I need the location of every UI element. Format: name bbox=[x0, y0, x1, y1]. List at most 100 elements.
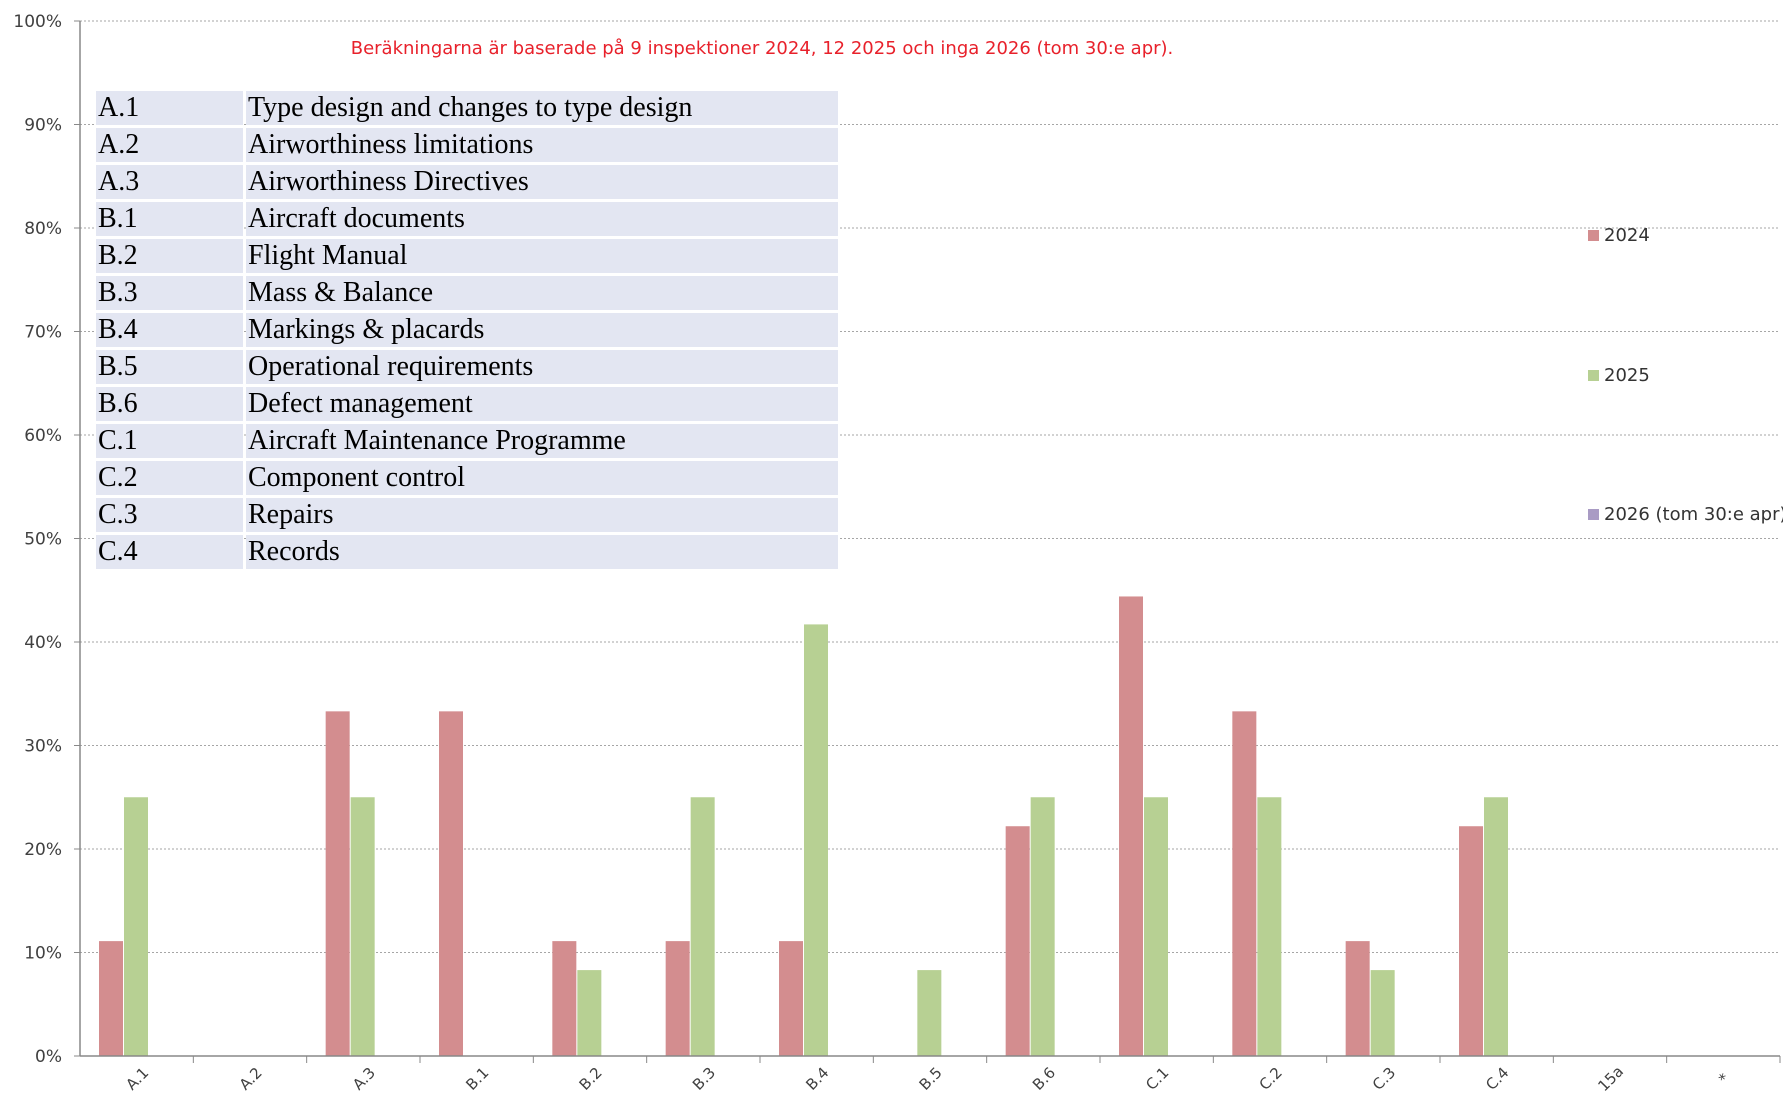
code-cell: B.1 bbox=[96, 202, 243, 236]
code-table-row: B.3 Mass & Balance bbox=[96, 276, 838, 310]
legend-label: 2024 bbox=[1604, 225, 1650, 246]
code-cell: B.2 bbox=[96, 239, 243, 273]
code-table-row: B.5 Operational requirements bbox=[96, 350, 838, 384]
bar-2024-B.4 bbox=[779, 941, 803, 1056]
bar-2025-B.3 bbox=[690, 797, 715, 1056]
code-cell: C.2 bbox=[96, 461, 243, 495]
code-cell: A.3 bbox=[96, 165, 243, 199]
x-tick-labels: A.1 A.2 A.3 B.1 B.2 B.3 B.4 B.5 B.6 C.1 C.2 C.3 C.4 1… bbox=[122, 1056, 1781, 1095]
y-tick-label: 70% bbox=[24, 323, 62, 343]
x-tick-label: A.1 bbox=[122, 1064, 152, 1094]
x-tick-label: B.4 bbox=[802, 1064, 832, 1094]
x-tick-label: A.2 bbox=[236, 1064, 266, 1094]
x-tick-label: B.5 bbox=[916, 1064, 946, 1094]
code-cell: B.5 bbox=[96, 350, 243, 384]
description-cell: Defect management bbox=[246, 387, 838, 421]
code-table-row: C.1 Aircraft Maintenance Programme bbox=[96, 424, 838, 458]
code-cell: A.2 bbox=[96, 128, 243, 162]
description-cell: Aircraft documents bbox=[246, 202, 838, 236]
description-cell: Airworthiness Directives bbox=[246, 165, 838, 199]
code-cell: A.1 bbox=[96, 91, 243, 125]
y-tick-label: 80% bbox=[24, 219, 62, 239]
description-cell: Type design and changes to type design bbox=[246, 91, 838, 125]
bar-2024-B.6 bbox=[1005, 826, 1030, 1056]
description-cell: Records bbox=[246, 535, 838, 569]
category-code-table: A.1 Type design and changes to type desig… bbox=[93, 88, 841, 572]
bar-2024-B.3 bbox=[665, 941, 690, 1056]
bar-2024-B.2 bbox=[552, 941, 577, 1056]
legend-swatch bbox=[1588, 509, 1599, 520]
code-table-row: A.1 Type design and changes to type desig… bbox=[96, 91, 838, 125]
bars bbox=[99, 596, 1508, 1056]
x-tick-label: B.6 bbox=[1029, 1064, 1059, 1094]
bar-2024-C.2 bbox=[1232, 711, 1257, 1056]
code-cell: B.4 bbox=[96, 313, 243, 347]
code-table-row: C.4 Records bbox=[96, 535, 838, 569]
description-cell: Airworthiness limitations bbox=[246, 128, 838, 162]
x-tick-label: 15a bbox=[1594, 1062, 1627, 1095]
legend-swatch bbox=[1588, 370, 1599, 381]
x-tick-label: B.2 bbox=[576, 1064, 606, 1094]
code-table-row: B.4 Markings & placards bbox=[96, 313, 838, 347]
bar-2025-C.3 bbox=[1370, 970, 1395, 1056]
description-cell: Repairs bbox=[246, 498, 838, 532]
bar-2025-B.6 bbox=[1030, 797, 1055, 1056]
bar-2025-A.1 bbox=[124, 797, 148, 1056]
x-tick-label: C.1 bbox=[1142, 1064, 1172, 1094]
chart-legend: 2024 2025 2026 (tom 30:e apr) bbox=[1588, 225, 1783, 525]
bar-2024-B.1 bbox=[439, 711, 463, 1056]
x-tick-label: C.3 bbox=[1369, 1064, 1399, 1094]
code-cell: C.4 bbox=[96, 535, 243, 569]
code-cell: B.3 bbox=[96, 276, 243, 310]
calculation-note: Beräkningarna är baserade på 9 inspektio… bbox=[351, 38, 1174, 59]
x-tick-label: B.1 bbox=[462, 1064, 492, 1094]
legend-label: 2025 bbox=[1604, 365, 1650, 386]
y-tick-label: 10% bbox=[24, 944, 62, 964]
description-cell: Flight Manual bbox=[246, 239, 838, 273]
bar-2024-A.1 bbox=[99, 941, 123, 1056]
x-tick-label: B.3 bbox=[689, 1064, 719, 1094]
bar-2025-B.2 bbox=[577, 970, 602, 1056]
y-tick-label: 90% bbox=[24, 116, 62, 136]
bar-2024-C.1 bbox=[1119, 596, 1143, 1056]
bar-2025-A.3 bbox=[350, 797, 375, 1056]
x-tick-label: * bbox=[1715, 1069, 1733, 1087]
code-table-row: C.3 Repairs bbox=[96, 498, 838, 532]
y-tick-label: 30% bbox=[24, 737, 62, 757]
y-tick-label: 0% bbox=[35, 1047, 62, 1067]
legend-swatch bbox=[1588, 230, 1599, 241]
x-tick-label: C.4 bbox=[1482, 1064, 1512, 1094]
bar-2025-B.4 bbox=[804, 624, 828, 1056]
x-tick-label: A.3 bbox=[349, 1064, 379, 1094]
code-table-row: A.2 Airworthiness limitations bbox=[96, 128, 838, 162]
bar-2025-C.1 bbox=[1144, 797, 1168, 1056]
x-tick-label: C.2 bbox=[1256, 1064, 1286, 1094]
bar-2025-C.2 bbox=[1257, 797, 1282, 1056]
y-tick-labels: 0% 10% 20% 30% 40% 50% 60% 70% 80% 90% 100% bbox=[13, 12, 80, 1067]
description-cell: Component control bbox=[246, 461, 838, 495]
description-cell: Operational requirements bbox=[246, 350, 838, 384]
description-cell: Mass & Balance bbox=[246, 276, 838, 310]
bar-2024-C.4 bbox=[1459, 826, 1483, 1056]
legend-label: 2026 (tom 30:e apr) bbox=[1604, 504, 1783, 525]
code-cell: C.3 bbox=[96, 498, 243, 532]
bar-2024-C.3 bbox=[1345, 941, 1370, 1056]
y-tick-label: 100% bbox=[13, 12, 62, 32]
y-tick-label: 20% bbox=[24, 840, 62, 860]
bar-2025-B.5 bbox=[917, 970, 942, 1056]
code-cell: C.1 bbox=[96, 424, 243, 458]
description-cell: Aircraft Maintenance Programme bbox=[246, 424, 838, 458]
code-table-row: C.2 Component control bbox=[96, 461, 838, 495]
code-table-row: B.6 Defect management bbox=[96, 387, 838, 421]
y-tick-label: 60% bbox=[24, 426, 62, 446]
y-tick-label: 40% bbox=[24, 633, 62, 653]
bar-2025-C.4 bbox=[1484, 797, 1508, 1056]
code-table-row: B.2 Flight Manual bbox=[96, 239, 838, 273]
code-table-row: A.3 Airworthiness Directives bbox=[96, 165, 838, 199]
y-tick-label: 50% bbox=[24, 530, 62, 550]
description-cell: Markings & placards bbox=[246, 313, 838, 347]
code-cell: B.6 bbox=[96, 387, 243, 421]
bar-2024-A.3 bbox=[325, 711, 350, 1056]
code-table-row: B.1 Aircraft documents bbox=[96, 202, 838, 236]
